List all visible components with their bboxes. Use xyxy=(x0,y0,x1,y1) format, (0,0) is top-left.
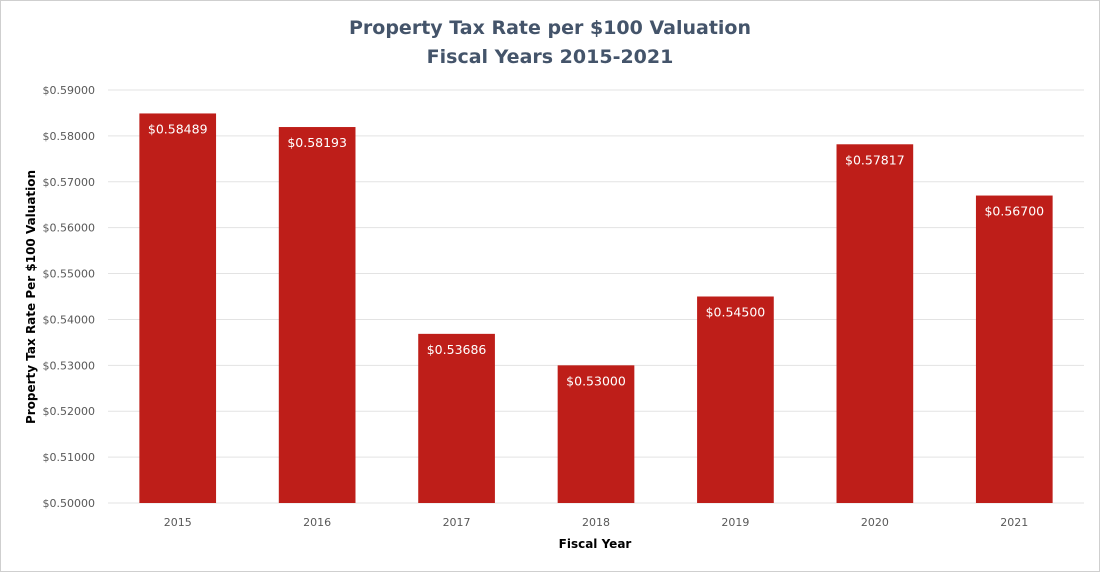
y-tick-label: $0.50000 xyxy=(43,497,96,510)
chart-title: Property Tax Rate per $100 Valuation xyxy=(348,17,751,39)
data-label: $0.53000 xyxy=(566,373,626,388)
x-tick-label: 2019 xyxy=(721,516,749,529)
data-label: $0.58193 xyxy=(287,135,347,150)
y-tick-label: $0.57000 xyxy=(43,176,96,189)
x-tick-label: 2021 xyxy=(1000,516,1028,529)
y-axis-title: Property Tax Rate Per $100 Valuation xyxy=(24,170,38,424)
bar-2015 xyxy=(139,113,217,503)
x-tick-label: 2020 xyxy=(861,516,889,529)
data-label: $0.53686 xyxy=(427,342,487,357)
y-tick-label: $0.53000 xyxy=(43,359,96,372)
bar-2020 xyxy=(836,144,914,503)
bar-2019 xyxy=(697,296,774,503)
bar-2018 xyxy=(557,365,635,503)
y-tick-label: $0.51000 xyxy=(43,451,96,464)
data-label: $0.57817 xyxy=(845,152,905,167)
chart-subtitle: Fiscal Years 2015-2021 xyxy=(426,46,674,68)
y-tick-label: $0.56000 xyxy=(43,222,96,235)
y-tick-label: $0.55000 xyxy=(43,268,96,281)
x-tick-label: 2015 xyxy=(164,516,192,529)
x-axis-title: Fiscal Year xyxy=(559,537,632,551)
y-tick-label: $0.52000 xyxy=(43,405,96,418)
y-tick-label: $0.59000 xyxy=(43,84,96,97)
x-tick-label: 2017 xyxy=(443,516,471,529)
bar-2016 xyxy=(278,127,356,503)
data-label: $0.56700 xyxy=(984,204,1044,219)
y-axis-ticks: $0.50000 $0.51000 $0.52000 $0.53000 $0.54000… xyxy=(43,84,96,510)
x-tick-label: 2018 xyxy=(582,516,610,529)
x-tick-label: 2016 xyxy=(303,516,331,529)
data-label: $0.58489 xyxy=(148,121,208,136)
y-tick-label: $0.58000 xyxy=(43,130,96,143)
bar-2021 xyxy=(975,195,1053,504)
y-tick-label: $0.54000 xyxy=(43,313,96,326)
bars: $0.58489 $0.58193 $0.53686 $0.53000 $0.54500… xyxy=(139,113,1053,504)
bar-2017 xyxy=(418,333,495,503)
x-axis-ticks: 2015 2016 2017 2018 2019 2020 2021 xyxy=(164,516,1029,529)
data-label: $0.54500 xyxy=(706,305,766,320)
